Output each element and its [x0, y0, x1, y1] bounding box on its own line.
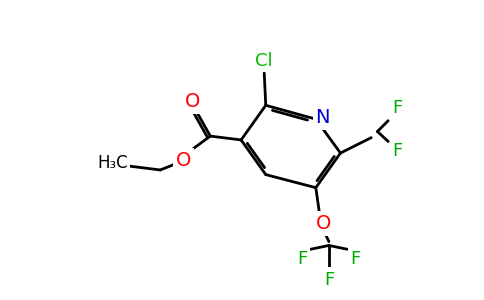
Text: N: N	[316, 108, 330, 127]
Text: F: F	[297, 250, 307, 268]
Text: Cl: Cl	[256, 52, 273, 70]
Text: F: F	[393, 142, 403, 160]
Text: F: F	[393, 99, 403, 117]
Text: F: F	[324, 271, 334, 289]
Text: O: O	[185, 92, 200, 111]
Text: F: F	[351, 250, 361, 268]
Text: O: O	[316, 214, 331, 233]
Text: H₃C: H₃C	[97, 154, 128, 172]
Text: O: O	[176, 151, 191, 170]
